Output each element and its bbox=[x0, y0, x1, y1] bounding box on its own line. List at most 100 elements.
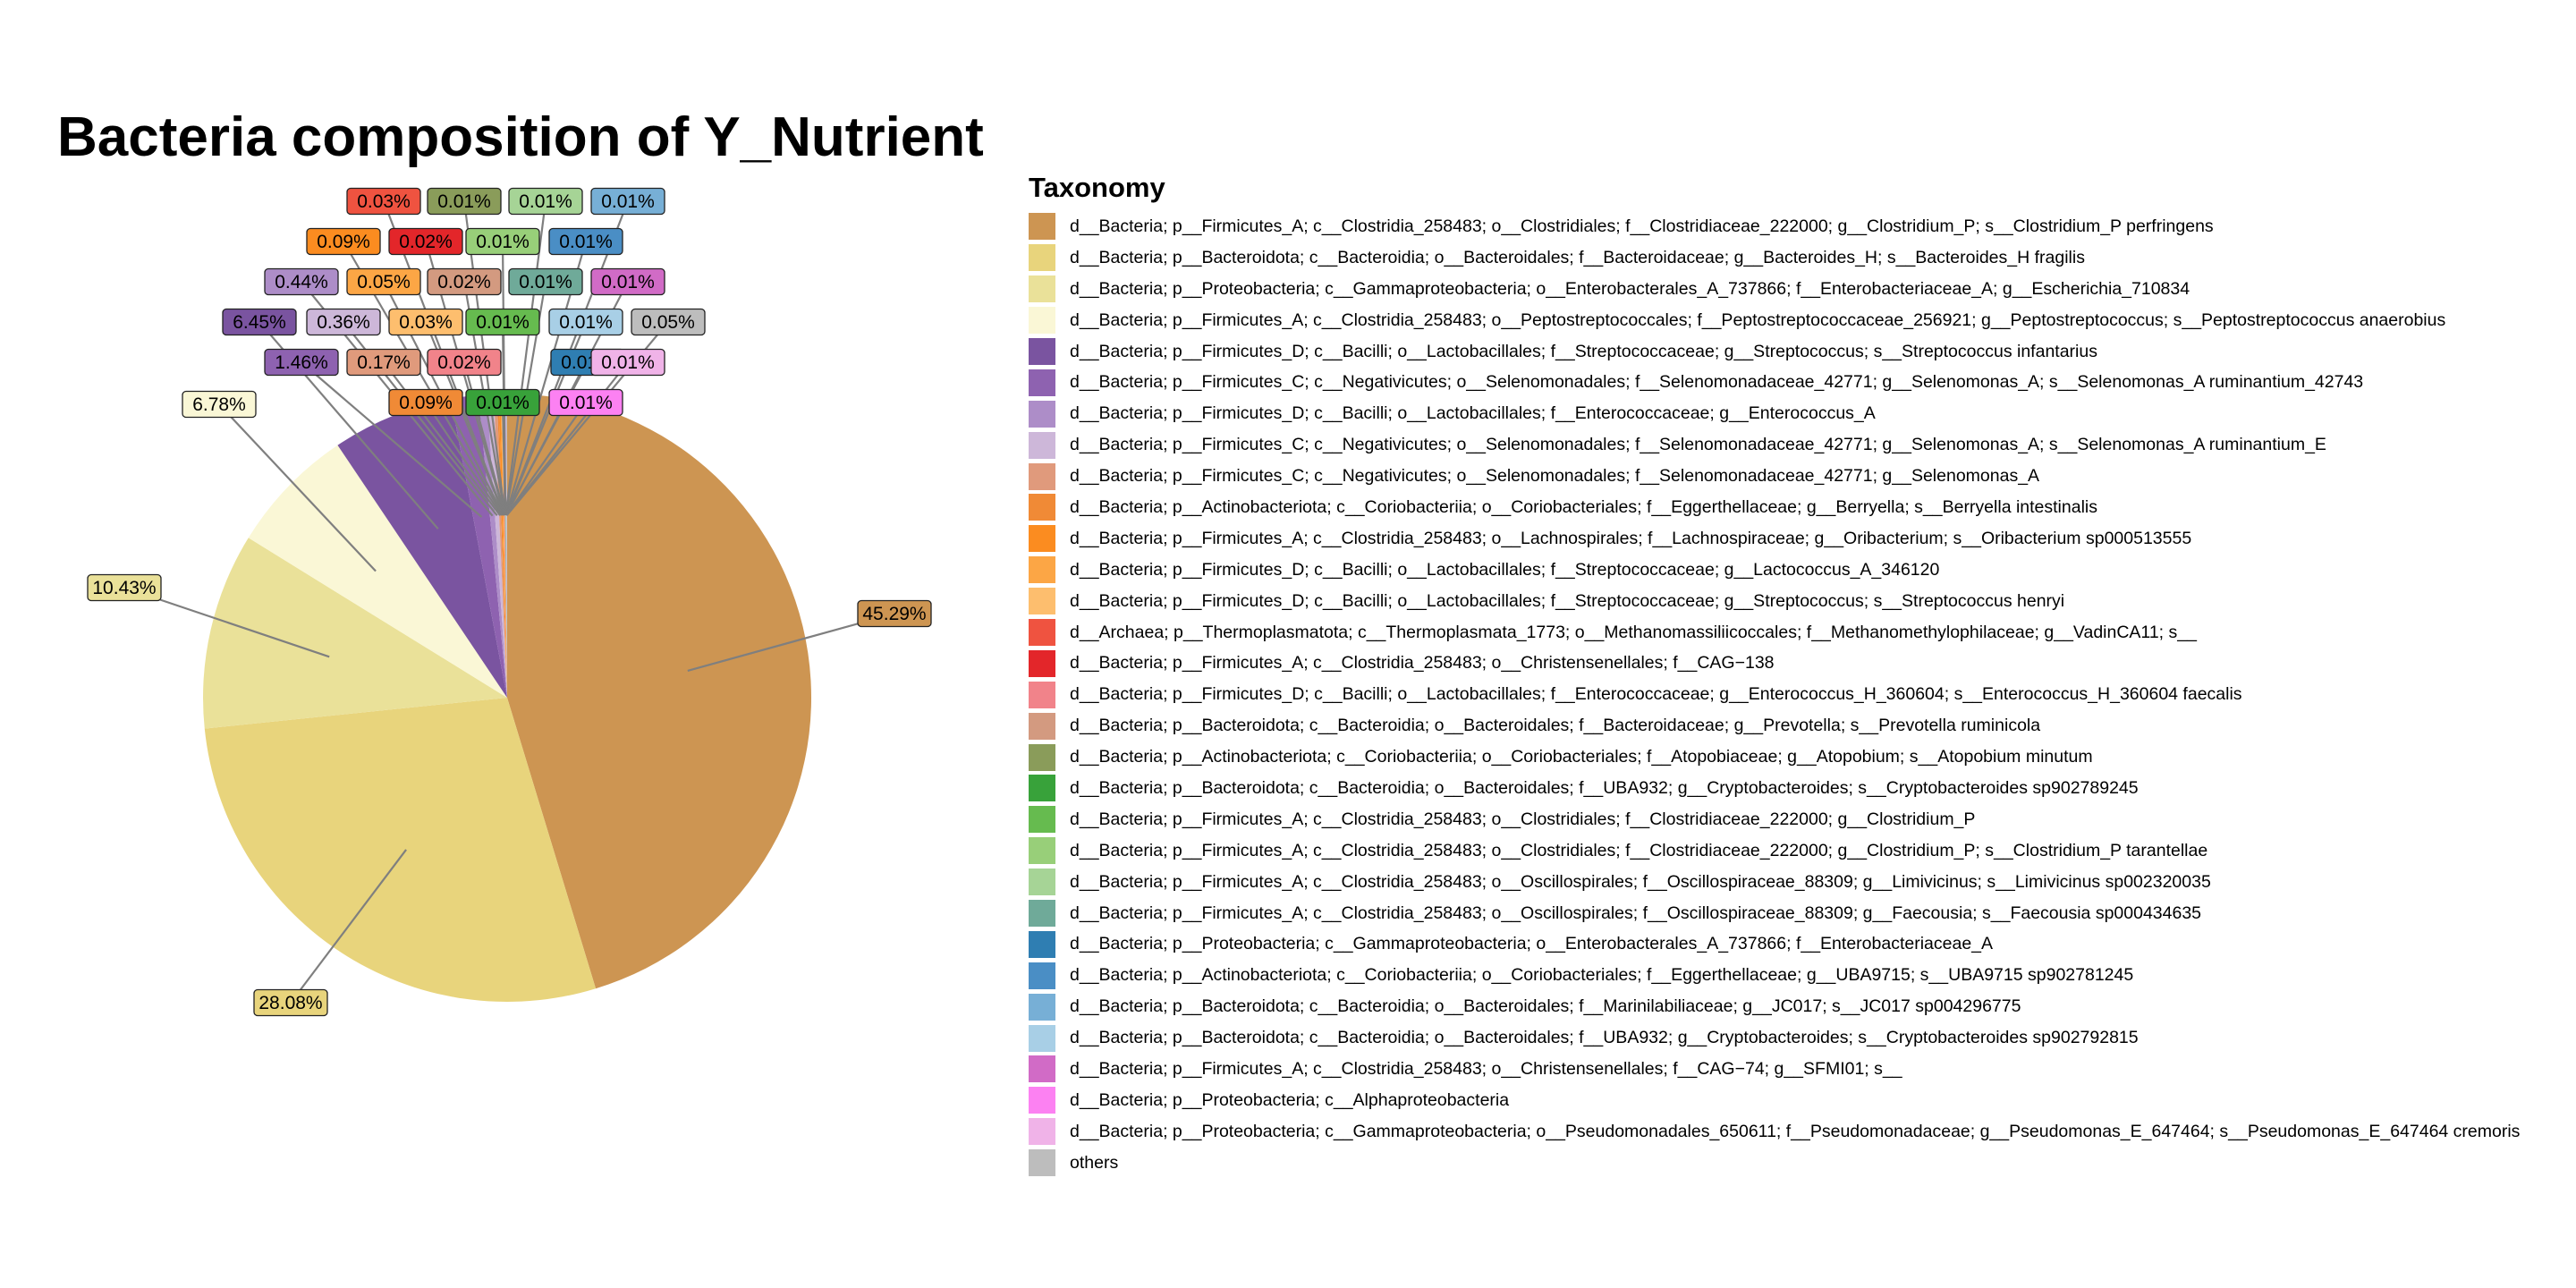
legend-swatch bbox=[1029, 369, 1055, 396]
data-label: 0.09% bbox=[399, 393, 453, 413]
data-label-box bbox=[508, 187, 583, 216]
legend-label: d__Bacteria; p__Firmicutes_C; c__Negativ… bbox=[1070, 372, 2364, 393]
data-label-box bbox=[427, 187, 502, 216]
data-label: 1.46% bbox=[275, 352, 328, 373]
data-label-box bbox=[306, 227, 381, 256]
leader-line bbox=[218, 403, 377, 572]
data-label-box bbox=[857, 599, 932, 628]
legend-item: d__Bacteria; p__Proteobacteria; c__Gamma… bbox=[1029, 1116, 2520, 1148]
legend-item: d__Bacteria; p__Firmicutes_A; c__Clostri… bbox=[1029, 898, 2520, 929]
legend-item: d__Bacteria; p__Firmicutes_A; c__Clostri… bbox=[1029, 648, 2520, 679]
legend-label: d__Bacteria; p__Bacteroidota; c__Bactero… bbox=[1070, 247, 2085, 267]
legend-swatch bbox=[1029, 775, 1055, 802]
data-label: 0.36% bbox=[317, 312, 370, 333]
pie-slice bbox=[504, 394, 507, 698]
legend-label: d__Bacteria; p__Firmicutes_C; c__Negativ… bbox=[1070, 466, 2040, 487]
legend-item: d__Bacteria; p__Bacteroidota; c__Bactero… bbox=[1029, 991, 2520, 1022]
leader-line bbox=[462, 361, 506, 516]
legend-item: d__Bacteria; p__Bacteroidota; c__Bactero… bbox=[1029, 773, 2520, 804]
legend-swatch bbox=[1029, 275, 1055, 303]
legend-swatch bbox=[1029, 431, 1055, 459]
legend-item: d__Bacteria; p__Actinobacteriota; c__Cor… bbox=[1029, 492, 2520, 523]
data-label-box bbox=[631, 308, 706, 336]
legend-label: d__Bacteria; p__Firmicutes_D; c__Bacilli… bbox=[1070, 559, 1940, 580]
legend-swatch bbox=[1029, 1024, 1055, 1052]
legend-item: d__Bacteria; p__Firmicutes_C; c__Negativ… bbox=[1029, 429, 2520, 461]
legend-swatch bbox=[1029, 213, 1055, 241]
legend-label: d__Bacteria; p__Firmicutes_A; c__Clostri… bbox=[1070, 809, 1976, 829]
data-label-box bbox=[548, 308, 623, 336]
legend-title: Taxonomy bbox=[1029, 172, 1165, 203]
legend-label: d__Bacteria; p__Actinobacteriota; c__Cor… bbox=[1070, 747, 2093, 767]
pie-slice bbox=[248, 445, 507, 698]
legend-item: d__Bacteria; p__Bacteroidota; c__Bactero… bbox=[1029, 242, 2520, 274]
legend-item: others bbox=[1029, 1148, 2520, 1179]
legend-item: d__Bacteria; p__Firmicutes_C; c__Negativ… bbox=[1029, 367, 2520, 398]
data-label: 0.01% bbox=[519, 191, 572, 212]
legend-label: d__Bacteria; p__Firmicutes_A; c__Clostri… bbox=[1070, 528, 2192, 548]
legend-swatch bbox=[1029, 338, 1055, 365]
data-label: 0.09% bbox=[317, 232, 370, 252]
pie-slice bbox=[505, 393, 507, 698]
legend-swatch bbox=[1029, 930, 1055, 958]
data-label: 45.29% bbox=[862, 604, 926, 624]
data-label: 0.01% bbox=[601, 352, 655, 373]
pie-slice bbox=[503, 394, 507, 698]
legend-label: d__Bacteria; p__Proteobacteria; c__Alpha… bbox=[1070, 1089, 1510, 1110]
chart-title: Bacteria composition of Y_Nutrient bbox=[57, 106, 984, 168]
legend-swatch bbox=[1029, 837, 1055, 865]
data-label: 0.05% bbox=[641, 312, 695, 333]
legend-swatch bbox=[1029, 993, 1055, 1021]
data-label-box bbox=[465, 227, 540, 256]
legend-swatch bbox=[1029, 743, 1055, 771]
legend-label: d__Bacteria; p__Firmicutes_A; c__Clostri… bbox=[1070, 902, 2202, 923]
data-label-box bbox=[548, 227, 623, 256]
leader-line bbox=[383, 361, 501, 516]
legend-item: d__Bacteria; p__Firmicutes_A; c__Clostri… bbox=[1029, 1054, 2520, 1085]
legend-item: d__Bacteria; p__Firmicutes_A; c__Clostri… bbox=[1029, 305, 2520, 336]
legend-label: d__Bacteria; p__Firmicutes_A; c__Clostri… bbox=[1070, 653, 1775, 674]
legend: d__Bacteria; p__Firmicutes_A; c__Clostri… bbox=[1029, 211, 2520, 1179]
leader-line bbox=[505, 402, 587, 516]
legend-label: d__Bacteria; p__Proteobacteria; c__Gamma… bbox=[1070, 934, 1994, 954]
legend-label: d__Bacteria; p__Bacteroidota; c__Bactero… bbox=[1070, 1028, 2139, 1048]
legend-swatch bbox=[1029, 806, 1055, 834]
data-label: 0.01% bbox=[559, 393, 613, 413]
data-label-box bbox=[346, 267, 421, 296]
data-label: 0.01% bbox=[519, 272, 572, 292]
legend-item: d__Bacteria; p__Firmicutes_D; c__Bacilli… bbox=[1029, 679, 2520, 710]
legend-swatch bbox=[1029, 681, 1055, 708]
legend-label: d__Bacteria; p__Firmicutes_D; c__Bacilli… bbox=[1070, 590, 2065, 611]
legend-label: d__Bacteria; p__Proteobacteria; c__Gamma… bbox=[1070, 1121, 2521, 1141]
data-label: 0.01% bbox=[437, 191, 491, 212]
legend-item: d__Bacteria; p__Firmicutes_A; c__Clostri… bbox=[1029, 867, 2520, 898]
data-label-box bbox=[427, 267, 502, 296]
data-label-box bbox=[590, 267, 665, 296]
data-label-box bbox=[388, 308, 463, 336]
legend-item: d__Bacteria; p__Proteobacteria; c__Gamma… bbox=[1029, 928, 2520, 960]
data-label-box bbox=[222, 308, 297, 336]
leader-line bbox=[301, 361, 483, 518]
legend-swatch bbox=[1029, 462, 1055, 490]
data-label-box bbox=[346, 187, 421, 216]
legend-item: d__Bacteria; p__Firmicutes_A; c__Clostri… bbox=[1029, 211, 2520, 242]
data-label-box bbox=[465, 388, 540, 417]
legend-label: d__Bacteria; p__Actinobacteriota; c__Cor… bbox=[1070, 496, 2097, 517]
legend-item: d__Bacteria; p__Proteobacteria; c__Gamma… bbox=[1029, 274, 2520, 305]
data-label-box bbox=[590, 348, 665, 377]
leader-line bbox=[425, 402, 503, 516]
legend-swatch bbox=[1029, 712, 1055, 740]
pie-slice bbox=[500, 394, 507, 698]
data-label: 28.08% bbox=[258, 993, 322, 1013]
data-label: 0.02% bbox=[437, 352, 491, 373]
legend-label: d__Bacteria; p__Firmicutes_A; c__Clostri… bbox=[1070, 216, 2214, 236]
legend-item: d__Bacteria; p__Bacteroidota; c__Bactero… bbox=[1029, 1022, 2520, 1054]
data-label-box bbox=[508, 267, 583, 296]
legend-swatch bbox=[1029, 649, 1055, 677]
legend-label: d__Bacteria; p__Firmicutes_D; c__Bacilli… bbox=[1070, 403, 1876, 424]
legend-item: d__Bacteria; p__Proteobacteria; c__Alpha… bbox=[1029, 1085, 2520, 1116]
legend-swatch bbox=[1029, 588, 1055, 615]
leader-line bbox=[290, 849, 407, 1004]
legend-item: d__Bacteria; p__Firmicutes_C; c__Negativ… bbox=[1029, 461, 2520, 492]
legend-label: d__Bacteria; p__Actinobacteriota; c__Cor… bbox=[1070, 965, 2134, 986]
